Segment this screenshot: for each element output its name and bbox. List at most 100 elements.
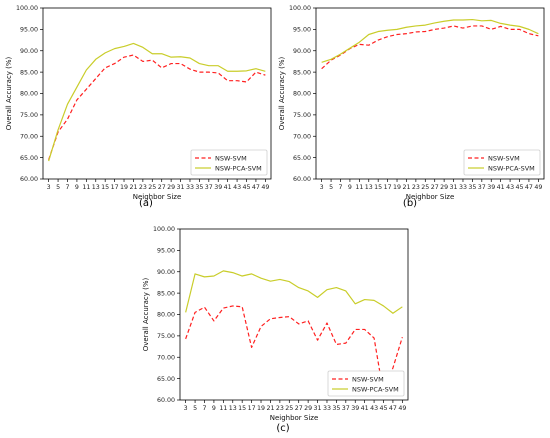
y-tick-label: 65.00 [293,155,311,162]
x-tick-label: 17 [248,405,256,412]
legend-box [327,370,405,397]
x-tick-label: 13 [92,184,100,191]
x-tick-label: 25 [285,405,293,412]
x-tick-label: 47 [389,405,397,412]
x-tick-label: 33 [186,184,194,191]
y-tick-label: 100.00 [153,226,175,233]
x-tick-label: 23 [276,405,284,412]
legend: NSW-SVM NSW-PCA-SVM [463,149,541,176]
x-tick-label: 41 [497,184,505,191]
y-axis-label: Overall Accuracy (%) [278,56,286,130]
x-tick-label: 3 [320,184,324,191]
x-tick-label: 31 [177,184,185,191]
x-tick-label: 41 [224,184,232,191]
x-tick-label: 29 [167,184,175,191]
y-tick-label: 100.00 [16,5,38,12]
y-tick-label: 90.00 [157,269,175,276]
x-tick-label: 29 [304,405,312,412]
chart-panel-0: 60.00 65.00 70.00 75.00 80.00 85.00 90.00 95.00… [5,5,272,209]
x-tick-label: 7 [65,184,69,191]
x-tick-label: 33 [459,184,467,191]
x-tick-label: 27 [158,184,166,191]
x-tick-label: 11 [355,184,363,191]
y-tick-label: 75.00 [20,112,38,119]
x-tick-label: 31 [314,405,322,412]
x-tick-label: 25 [421,184,429,191]
x-tick-label: 3 [184,405,188,412]
x-tick-label: 9 [212,405,216,412]
y-tick-label: 75.00 [157,333,175,340]
x-tick-label: 37 [205,184,213,191]
x-tick-label: 27 [431,184,439,191]
panel-caption: (b) [403,198,417,209]
x-tick-label: 3 [47,184,51,191]
x-tick-label: 33 [323,405,331,412]
y-tick-label: 95.00 [20,27,38,34]
x-tick-label: 21 [402,184,410,191]
x-tick-label: 15 [238,405,246,412]
x-tick-label: 9 [75,184,79,191]
y-tick-label: 85.00 [157,290,175,297]
series-line-nsw-pca-svm [321,18,539,63]
legend-label: NSW-SVM [215,154,247,162]
series-line-nsw-svm [185,305,403,395]
y-tick-label: 80.00 [293,91,311,98]
x-tick-label: 17 [384,184,392,191]
x-tick-label: 47 [525,184,533,191]
x-tick-label: 15 [374,184,382,191]
x-tick-label: 39 [351,405,359,412]
x-tick-label: 45 [515,184,523,191]
y-tick-label: 90.00 [20,48,38,55]
legend-box [190,149,268,176]
panel-caption: (c) [276,423,289,434]
y-tick-label: 80.00 [157,312,175,319]
chart-panel-1: 60.00 65.00 70.00 75.00 80.00 85.00 90.00 95.00… [278,5,545,209]
y-tick-label: 65.00 [157,376,175,383]
legend-label: NSW-PCA-SVM [488,164,535,172]
panel-caption: (a) [139,198,153,209]
y-tick-label: 100.00 [289,5,311,12]
x-tick-label: 13 [229,405,237,412]
legend-label: NSW-PCA-SVM [215,164,262,172]
y-tick-label: 80.00 [20,91,38,98]
x-tick-label: 19 [393,184,401,191]
y-tick-label: 85.00 [293,69,311,76]
series-line-nsw-svm [48,54,266,160]
x-tick-label: 35 [195,184,203,191]
y-axis-label: Overall Accuracy (%) [5,56,13,130]
legend-label: NSW-SVM [352,375,384,383]
x-tick-label: 43 [233,184,241,191]
y-tick-label: 70.00 [157,354,175,361]
y-tick-label: 95.00 [157,248,175,255]
x-tick-label: 17 [111,184,119,191]
x-tick-label: 35 [332,405,340,412]
x-tick-label: 25 [148,184,156,191]
y-tick-label: 70.00 [20,133,38,140]
x-tick-label: 9 [348,184,352,191]
series-line-nsw-svm [321,25,539,70]
x-tick-label: 15 [101,184,109,191]
x-tick-label: 39 [214,184,222,191]
legend-label: NSW-PCA-SVM [352,385,399,393]
y-tick-label: 65.00 [20,155,38,162]
x-tick-label: 13 [365,184,373,191]
x-tick-label: 7 [338,184,342,191]
legend-box [463,149,541,176]
x-tick-label: 49 [534,184,542,191]
x-tick-label: 37 [342,405,350,412]
x-tick-label: 7 [202,405,206,412]
legend-label: NSW-SVM [488,154,520,162]
legend: NSW-SVM NSW-PCA-SVM [190,149,268,176]
x-tick-label: 27 [295,405,303,412]
x-axis-label: Neighbor Size [270,414,319,422]
x-tick-label: 49 [398,405,406,412]
x-tick-label: 37 [478,184,486,191]
x-tick-label: 49 [261,184,269,191]
series-line-nsw-pca-svm [48,42,266,162]
x-tick-label: 39 [487,184,495,191]
y-tick-label: 75.00 [293,112,311,119]
x-tick-label: 11 [82,184,90,191]
y-tick-label: 60.00 [293,176,311,183]
y-tick-label: 60.00 [157,397,175,404]
